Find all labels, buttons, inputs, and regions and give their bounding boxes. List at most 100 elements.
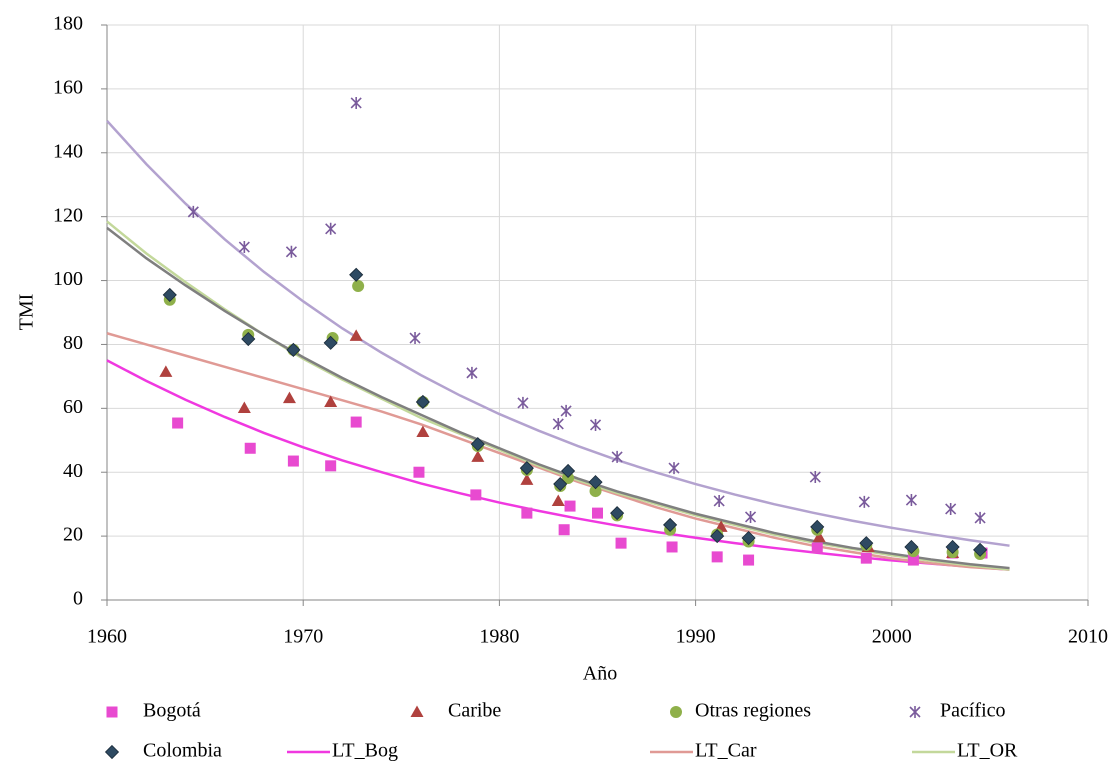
marker-diamond — [553, 476, 568, 492]
marker-triangle — [324, 395, 338, 407]
marker-triangle — [349, 329, 363, 341]
legend-marker — [106, 706, 118, 718]
marker-star — [945, 502, 957, 515]
legend-label: LT_Car — [695, 740, 757, 762]
marker-triangle — [471, 450, 485, 462]
marker-diamond — [904, 539, 919, 555]
marker-diamond — [588, 475, 603, 490]
x-tick-label: 1970 — [283, 626, 323, 648]
x-tick-label: 2000 — [872, 626, 912, 648]
marker-square — [592, 507, 603, 519]
marker-triangle — [237, 401, 251, 414]
legend-label: Colombia — [143, 740, 222, 762]
x-tick-label: 1990 — [676, 626, 716, 648]
marker-star — [744, 510, 757, 523]
marker-star — [974, 511, 986, 524]
y-tick-label: 160 — [53, 76, 83, 98]
y-tick-label: 180 — [53, 13, 83, 35]
marker-diamond — [323, 335, 338, 350]
marker-square — [811, 542, 823, 554]
marker-diamond — [349, 267, 364, 282]
y-tick-label: 140 — [53, 140, 83, 162]
marker-diamond — [810, 519, 825, 534]
y-tick-label: 40 — [63, 460, 83, 482]
marker-diamond — [859, 536, 874, 551]
x-tick-label: 2010 — [1068, 626, 1108, 648]
marker-square — [564, 500, 576, 512]
marker-star — [611, 450, 623, 463]
marker-diamond — [973, 542, 988, 557]
legend-label: Otras regiones — [695, 700, 811, 722]
marker-square — [325, 460, 337, 472]
marker-diamond — [741, 530, 756, 546]
marker-star — [350, 96, 362, 109]
marker-square — [860, 552, 872, 564]
y-tick-label: 60 — [63, 396, 83, 418]
marker-square — [666, 541, 678, 553]
marker-star — [905, 494, 917, 507]
legend-label: Pacífico — [940, 700, 1006, 722]
x-tick-label: 1980 — [479, 626, 519, 648]
y-tick-label: 0 — [73, 588, 83, 610]
marker-diamond — [663, 517, 678, 532]
marker-square — [907, 554, 919, 566]
trend-line — [106, 226, 1010, 570]
marker-triangle — [812, 530, 826, 543]
legend-label: Caribe — [448, 700, 501, 722]
y-tick-label: 20 — [63, 524, 83, 546]
legend-marker — [670, 706, 682, 718]
marker-star — [238, 241, 250, 254]
marker-diamond — [710, 529, 725, 544]
marker-star — [560, 404, 572, 417]
marker-star — [589, 418, 602, 431]
marker-square — [287, 455, 299, 467]
marker-square — [711, 551, 723, 563]
marker-star — [409, 332, 421, 345]
legend-marker — [104, 744, 120, 760]
marker-star — [552, 417, 564, 430]
legend-marker — [909, 706, 921, 718]
marker-diamond — [519, 461, 534, 476]
marker-diamond — [286, 342, 301, 357]
marker-circle — [589, 485, 602, 498]
marker-square — [350, 416, 362, 428]
marker-square — [470, 489, 482, 501]
marker-star — [187, 205, 199, 218]
marker-square — [521, 507, 533, 519]
marker-triangle — [551, 494, 565, 506]
marker-square — [172, 417, 184, 429]
marker-square — [244, 442, 256, 454]
marker-square — [558, 524, 570, 536]
legend-marker — [410, 705, 424, 717]
legend-label: LT_OR — [957, 740, 1018, 762]
y-axis-label: TMI — [16, 294, 38, 331]
y-tick-label: 100 — [53, 268, 83, 290]
legend-label: Bogotá — [143, 700, 201, 722]
trend-line — [106, 359, 1010, 571]
marker-diamond — [945, 539, 960, 555]
marker-diamond — [561, 463, 576, 479]
marker-star — [858, 495, 870, 508]
marker-triangle — [282, 391, 296, 404]
x-tick-label: 1960 — [87, 626, 127, 648]
marker-triangle — [159, 365, 173, 377]
marker-circle — [352, 279, 365, 292]
trend-line — [106, 332, 1010, 571]
marker-diamond — [470, 437, 485, 452]
y-tick-label: 80 — [63, 332, 83, 354]
marker-square — [743, 554, 755, 566]
legend-label: LT_Bog — [332, 740, 398, 762]
marker-star — [809, 471, 821, 484]
marker-square — [413, 466, 425, 478]
marker-square — [615, 537, 627, 549]
marker-diamond — [162, 287, 177, 302]
x-axis-label: Año — [583, 663, 617, 685]
marker-star — [285, 245, 297, 258]
marker-diamond — [610, 506, 625, 521]
marker-diamond — [241, 331, 256, 347]
trend-line — [106, 220, 1010, 571]
trend-line — [106, 119, 1010, 547]
marker-diamond — [415, 394, 430, 410]
marker-triangle — [416, 425, 430, 437]
